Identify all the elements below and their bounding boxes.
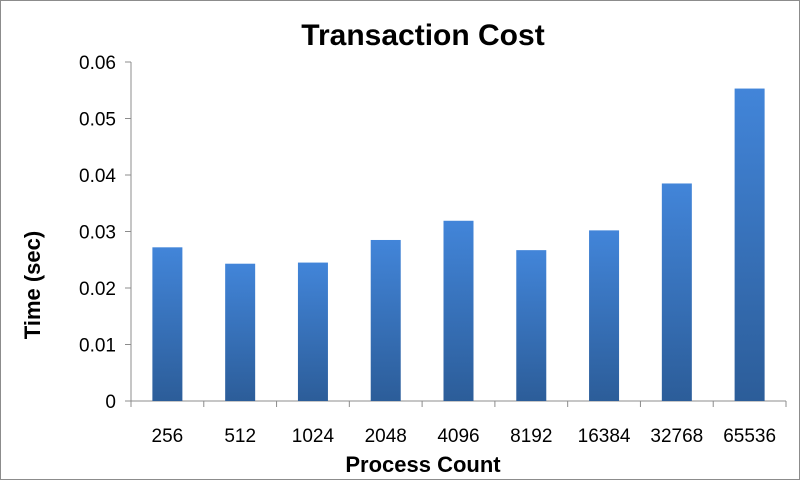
x-tick-label: 1024 <box>292 426 335 447</box>
bar-32768 <box>661 183 692 401</box>
bar-1024 <box>297 262 328 401</box>
x-tick-label: 32768 <box>650 426 703 447</box>
x-tick-label: 2048 <box>365 426 407 447</box>
x-tick-label: 4096 <box>437 426 479 447</box>
x-tick-label: 512 <box>224 426 256 447</box>
chart-title: Transaction Cost <box>301 19 544 52</box>
bar-65536 <box>734 88 765 402</box>
bar-16384 <box>589 230 620 401</box>
x-tick-label: 16384 <box>578 426 631 447</box>
y-tick-label: 0.03 <box>79 223 116 244</box>
y-tick-label: 0.02 <box>79 279 116 300</box>
y-tick-label: 0.06 <box>79 53 116 74</box>
y-axis-label: Time (sec) <box>20 231 45 339</box>
y-tick-label: 0.05 <box>79 110 116 131</box>
bar-2048 <box>370 239 401 401</box>
bar-256 <box>152 247 183 401</box>
y-tick-label: 0.01 <box>79 336 116 357</box>
x-tick-label: 65536 <box>723 426 776 447</box>
x-axis-label: Process Count <box>345 452 501 477</box>
x-axis: 256 512 1024 2048 4096 8192 16384 32768 65536 <box>130 400 787 447</box>
bar-512 <box>225 263 256 401</box>
y-tick-label: 0.04 <box>79 166 116 187</box>
bar-8192 <box>516 250 547 401</box>
x-tick-label: 8192 <box>510 426 552 447</box>
y-axis: 0 0.01 0.02 0.03 0.04 0.05 0.06 <box>79 53 132 413</box>
bars <box>152 88 765 402</box>
bar-4096 <box>443 220 474 401</box>
y-tick-label: 0 <box>105 392 116 413</box>
x-tick-label: 256 <box>152 426 184 447</box>
